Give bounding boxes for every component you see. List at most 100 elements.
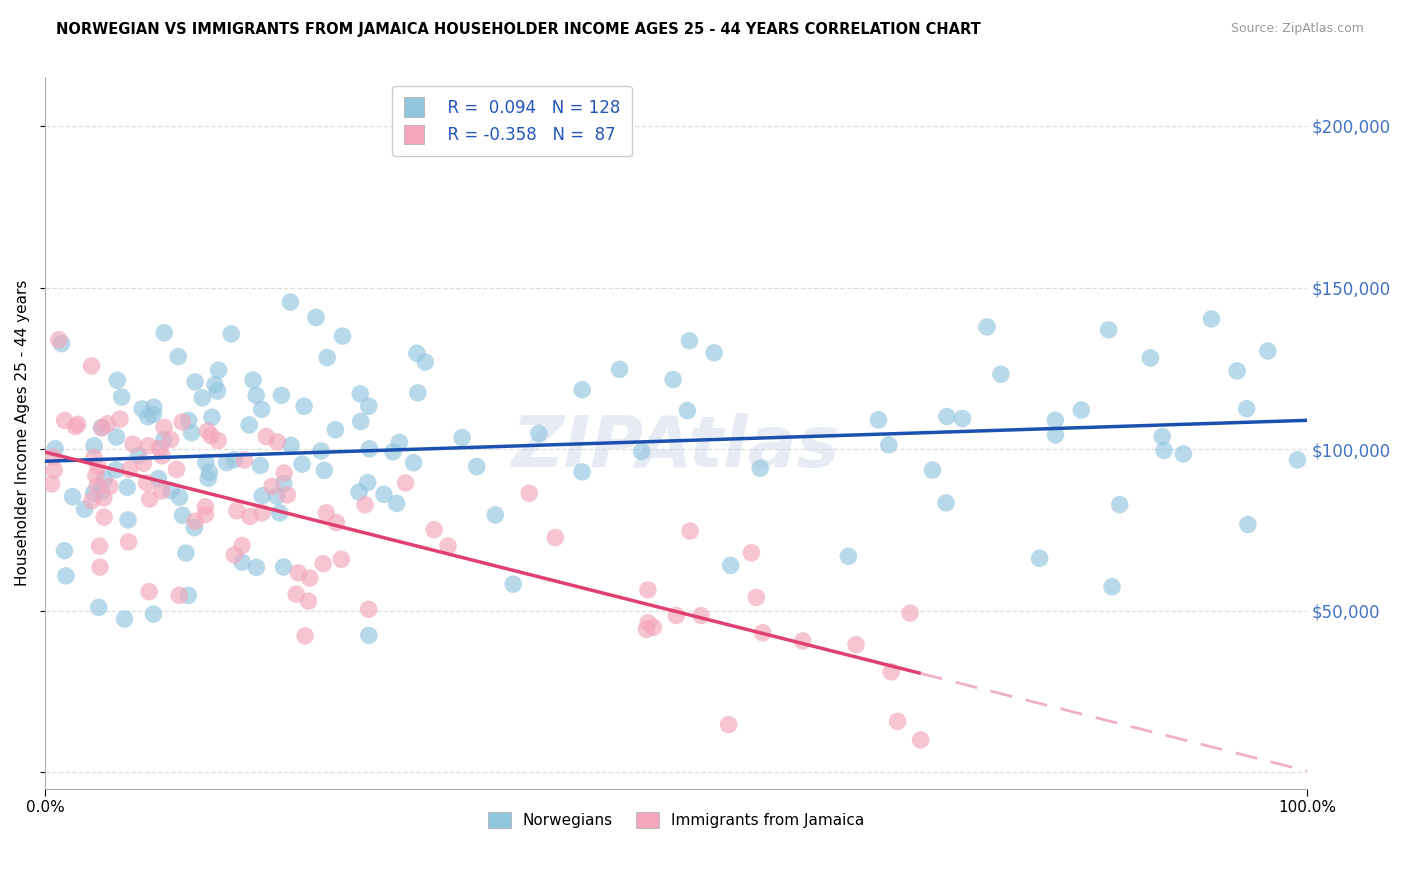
Point (93, 491, 115, 505)
Point (127, 448, 149, 462)
Point (292, 399, 315, 413)
Point (394, 475, 416, 490)
Point (1286, 453, 1309, 467)
Point (517, 486, 540, 500)
Point (1153, 443, 1175, 458)
Point (273, 466, 295, 480)
Point (219, 326, 242, 341)
Point (194, 500, 217, 514)
Point (703, 346, 725, 360)
Point (571, 383, 593, 397)
Point (406, 385, 429, 400)
Point (740, 546, 762, 560)
Point (150, 483, 173, 498)
Point (1236, 401, 1258, 416)
Point (357, 628, 380, 642)
Point (1173, 447, 1195, 461)
Point (104, 463, 127, 477)
Point (637, 615, 659, 630)
Point (309, 444, 332, 458)
Point (84, 468, 107, 483)
Point (142, 408, 165, 422)
Point (167, 588, 190, 602)
Point (252, 489, 274, 503)
Point (294, 629, 316, 643)
Point (305, 310, 328, 325)
Point (406, 346, 429, 360)
Point (42, 450, 65, 464)
Point (332, 329, 354, 343)
Point (298, 571, 321, 585)
Point (325, 516, 347, 530)
Point (238, 417, 260, 432)
Point (169, 490, 191, 504)
Point (118, 462, 141, 476)
Point (990, 368, 1012, 382)
Point (276, 488, 298, 502)
Point (83, 450, 105, 465)
Point (837, 549, 859, 564)
Point (245, 388, 267, 402)
Point (388, 435, 411, 450)
Point (357, 602, 380, 616)
Point (111, 390, 134, 404)
Point (166, 462, 188, 476)
Point (745, 591, 768, 605)
Point (690, 608, 713, 623)
Point (270, 388, 292, 402)
Point (676, 403, 699, 417)
Point (184, 514, 207, 528)
Legend: Norwegians, Immigrants from Jamaica: Norwegians, Immigrants from Jamaica (482, 806, 870, 834)
Point (107, 373, 129, 387)
Point (935, 496, 957, 510)
Point (249, 458, 271, 473)
Point (359, 442, 381, 456)
Point (136, 439, 159, 453)
Point (197, 424, 219, 438)
Point (80, 359, 103, 373)
Point (115, 480, 138, 494)
Point (62, 490, 84, 504)
Point (285, 587, 308, 601)
Point (114, 612, 136, 626)
Point (936, 409, 959, 424)
Point (643, 620, 665, 634)
Point (527, 426, 550, 441)
Point (402, 456, 425, 470)
Point (184, 375, 207, 389)
Point (312, 557, 335, 571)
Point (260, 479, 283, 493)
Point (254, 429, 277, 443)
Point (502, 577, 524, 591)
Point (1108, 498, 1130, 512)
Point (423, 523, 446, 537)
Point (287, 566, 309, 580)
Point (135, 475, 157, 490)
Point (373, 487, 395, 501)
Point (354, 498, 377, 512)
Point (51, 336, 73, 351)
Point (90, 421, 112, 435)
Point (280, 295, 302, 310)
Point (167, 350, 190, 364)
Point (484, 508, 506, 522)
Point (1028, 551, 1050, 566)
Text: ZIPAtlas: ZIPAtlas (512, 413, 841, 482)
Point (142, 400, 165, 414)
Point (239, 509, 262, 524)
Point (1237, 517, 1260, 532)
Point (87, 459, 110, 474)
Point (142, 607, 165, 621)
Point (1045, 413, 1067, 427)
Point (105, 430, 128, 444)
Point (678, 334, 700, 348)
Point (131, 401, 153, 416)
Point (132, 456, 155, 470)
Point (357, 399, 380, 413)
Point (349, 386, 371, 401)
Point (280, 438, 302, 452)
Point (952, 411, 974, 425)
Point (93, 472, 115, 486)
Point (1045, 428, 1067, 442)
Point (233, 453, 256, 467)
